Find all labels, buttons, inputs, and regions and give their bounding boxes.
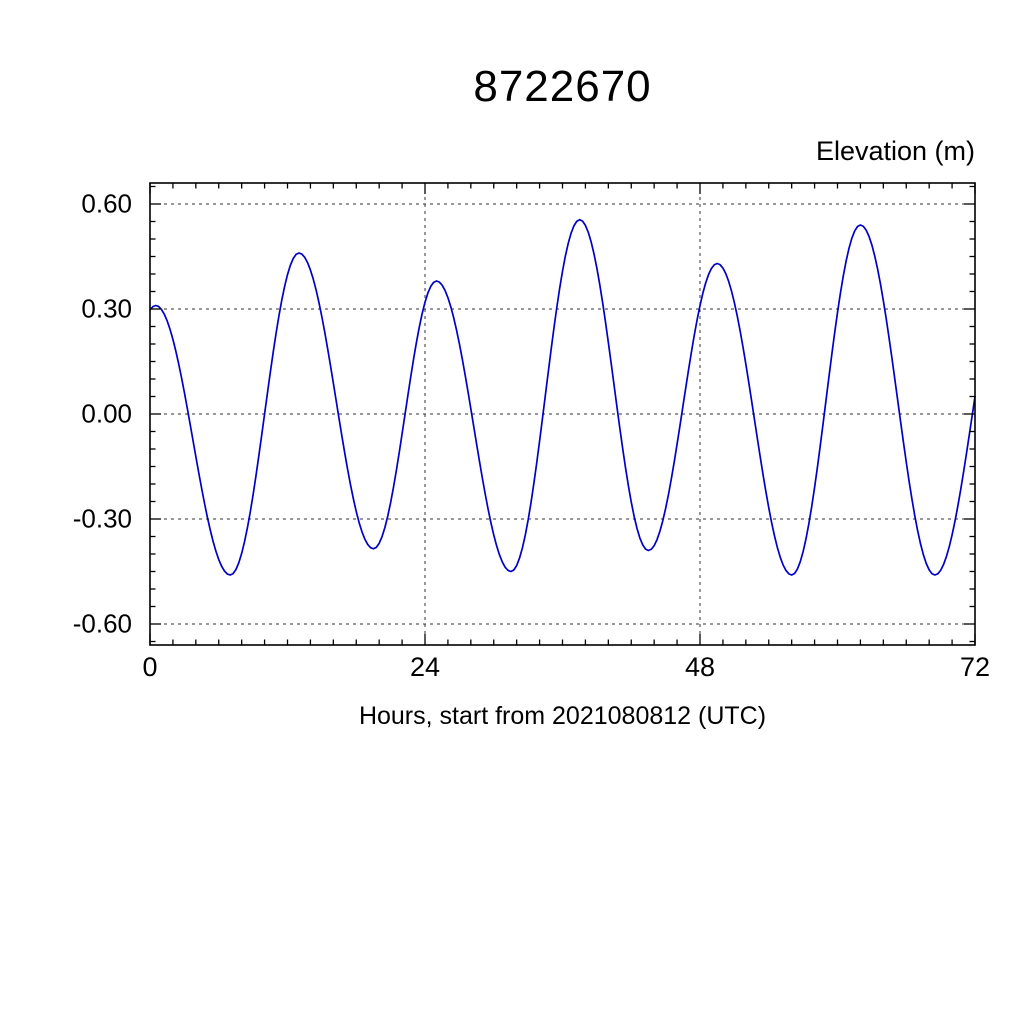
x-tick-label: 24 <box>409 652 441 682</box>
y-axis-title: Elevation (m) <box>815 136 975 166</box>
y-tick-label: -0.60 <box>72 608 132 639</box>
x-tick-label: 72 <box>959 652 991 682</box>
x-tick-label: 0 <box>142 652 158 682</box>
tide-curve <box>149 218 976 576</box>
y-tick-label: 0.60 <box>81 188 132 219</box>
x-tick-label: 48 <box>684 652 716 682</box>
y-tick-label: 0.30 <box>81 293 132 324</box>
chart-title: 8722670 <box>473 62 652 111</box>
y-tick-label: -0.30 <box>72 503 132 534</box>
x-axis-title: Hours, start from 2021080812 (UTC) <box>358 702 767 730</box>
y-tick-label: 0.00 <box>81 398 132 429</box>
